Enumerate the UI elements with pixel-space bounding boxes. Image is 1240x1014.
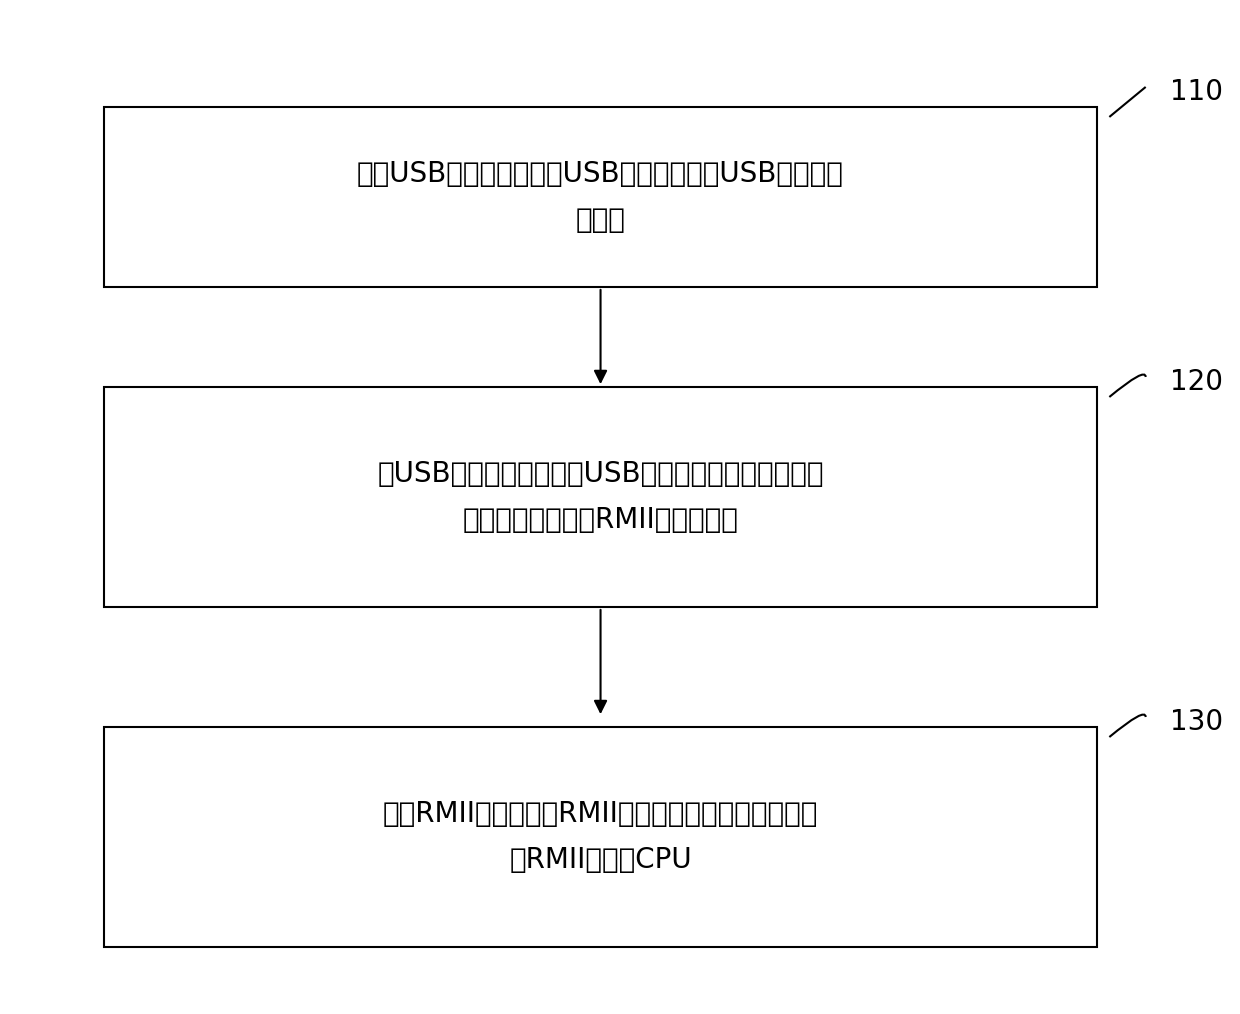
Text: 110: 110 (1169, 78, 1223, 105)
Text: 利用RMII接口将所述RMII接口格式的信号，传给集成
了RMII接口的CPU: 利用RMII接口将所述RMII接口格式的信号，传给集成 了RMII接口的CPU (383, 800, 818, 874)
Text: 130: 130 (1169, 708, 1223, 736)
FancyBboxPatch shape (104, 727, 1097, 947)
Text: 利用USB从设备接收来自USB主设备传输的USB协议格式
的信号: 利用USB从设备接收来自USB主设备传输的USB协议格式 的信号 (357, 160, 844, 234)
FancyBboxPatch shape (104, 106, 1097, 287)
Text: 120: 120 (1169, 368, 1223, 396)
FancyBboxPatch shape (104, 387, 1097, 607)
Text: 将USB从设备接收的所述USB协议格式的信号转换成简
化的介质独立接口RMII格式的信号: 将USB从设备接收的所述USB协议格式的信号转换成简 化的介质独立接口RMII格… (377, 460, 823, 533)
